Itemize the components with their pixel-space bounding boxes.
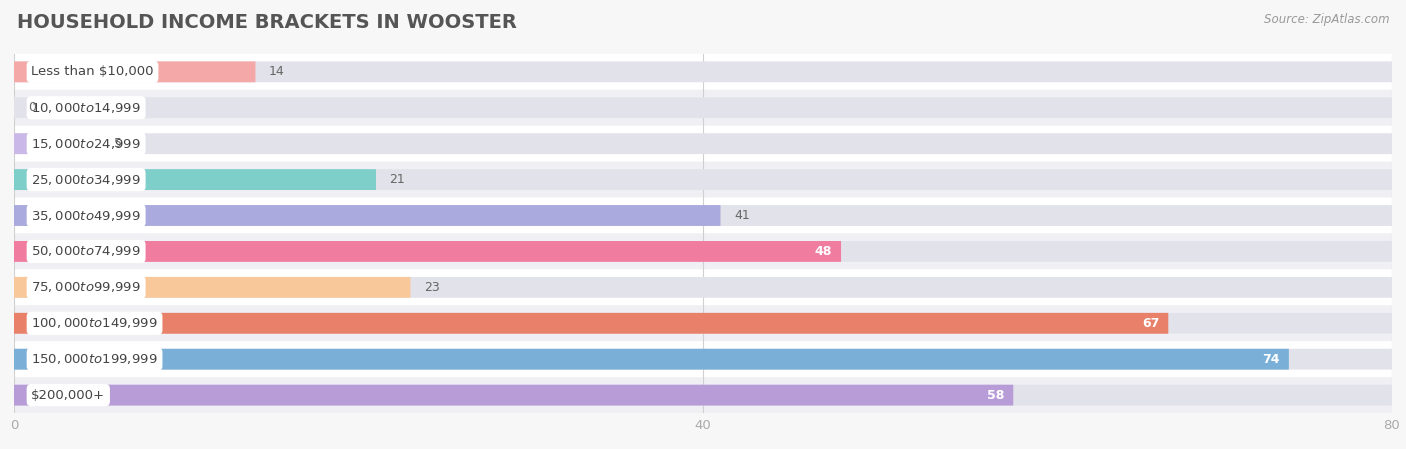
Text: 67: 67 <box>1142 317 1160 330</box>
Text: $15,000 to $24,999: $15,000 to $24,999 <box>31 136 141 151</box>
FancyBboxPatch shape <box>14 349 1392 370</box>
FancyBboxPatch shape <box>14 62 1392 82</box>
FancyBboxPatch shape <box>14 97 1392 118</box>
FancyBboxPatch shape <box>14 305 1392 341</box>
Text: 0: 0 <box>28 101 35 114</box>
FancyBboxPatch shape <box>14 241 1392 262</box>
FancyBboxPatch shape <box>14 377 1392 413</box>
FancyBboxPatch shape <box>14 313 1168 334</box>
FancyBboxPatch shape <box>14 169 1392 190</box>
FancyBboxPatch shape <box>14 349 1289 370</box>
Text: $35,000 to $49,999: $35,000 to $49,999 <box>31 208 141 223</box>
Text: $100,000 to $149,999: $100,000 to $149,999 <box>31 316 157 330</box>
Text: $200,000+: $200,000+ <box>31 389 105 401</box>
Text: Source: ZipAtlas.com: Source: ZipAtlas.com <box>1264 13 1389 26</box>
FancyBboxPatch shape <box>14 62 256 82</box>
FancyBboxPatch shape <box>14 198 1392 233</box>
Text: $50,000 to $74,999: $50,000 to $74,999 <box>31 244 141 259</box>
FancyBboxPatch shape <box>14 205 1392 226</box>
FancyBboxPatch shape <box>14 269 1392 305</box>
FancyBboxPatch shape <box>14 241 841 262</box>
FancyBboxPatch shape <box>14 277 411 298</box>
FancyBboxPatch shape <box>14 385 1392 405</box>
FancyBboxPatch shape <box>14 133 100 154</box>
FancyBboxPatch shape <box>14 133 1392 154</box>
FancyBboxPatch shape <box>14 205 720 226</box>
Text: 5: 5 <box>114 137 122 150</box>
FancyBboxPatch shape <box>14 126 1392 162</box>
FancyBboxPatch shape <box>14 313 1392 334</box>
Text: $25,000 to $34,999: $25,000 to $34,999 <box>31 172 141 187</box>
Text: 74: 74 <box>1263 353 1279 365</box>
FancyBboxPatch shape <box>14 90 1392 126</box>
Text: 23: 23 <box>425 281 440 294</box>
FancyBboxPatch shape <box>14 169 375 190</box>
Text: 48: 48 <box>815 245 832 258</box>
Text: $10,000 to $14,999: $10,000 to $14,999 <box>31 101 141 115</box>
FancyBboxPatch shape <box>14 341 1392 377</box>
Text: 14: 14 <box>269 66 285 78</box>
Text: $75,000 to $99,999: $75,000 to $99,999 <box>31 280 141 295</box>
FancyBboxPatch shape <box>14 385 1014 405</box>
Text: Less than $10,000: Less than $10,000 <box>31 66 153 78</box>
FancyBboxPatch shape <box>14 54 1392 90</box>
Text: HOUSEHOLD INCOME BRACKETS IN WOOSTER: HOUSEHOLD INCOME BRACKETS IN WOOSTER <box>17 13 517 32</box>
FancyBboxPatch shape <box>14 162 1392 198</box>
Text: 21: 21 <box>389 173 405 186</box>
Text: 41: 41 <box>734 209 749 222</box>
FancyBboxPatch shape <box>14 277 1392 298</box>
Text: $150,000 to $199,999: $150,000 to $199,999 <box>31 352 157 366</box>
FancyBboxPatch shape <box>14 233 1392 269</box>
Text: 58: 58 <box>987 389 1004 401</box>
